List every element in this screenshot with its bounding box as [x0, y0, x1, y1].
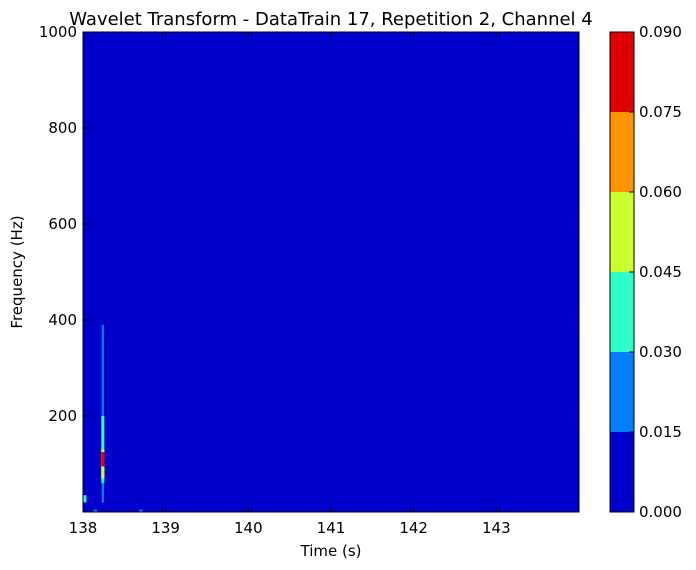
- y-tick-label: 800: [48, 119, 77, 137]
- x-tick-label: 142: [399, 519, 428, 537]
- colorbar: 0.000 0.015 0.030 0.045 0.060 0.075 0.090: [609, 23, 682, 521]
- colorbar-tick-label: 0.000: [639, 503, 682, 521]
- y-tick-label: 600: [48, 215, 77, 233]
- y-axis-label: Frequency (Hz): [8, 215, 26, 328]
- heatmap-features: [82, 324, 143, 512]
- colorbar-band: [610, 32, 634, 112]
- x-axis-ticks: 138 139 140 141 142 143: [69, 32, 511, 537]
- heatmap-feature: [82, 495, 87, 503]
- plot-area: 138 139 140 141 142 143 200 400 600 800 1000: [39, 23, 580, 537]
- colorbar-band: [610, 272, 634, 352]
- colorbar-band: [610, 432, 634, 512]
- colorbar-tick-label: 0.045: [639, 263, 682, 281]
- heatmap-background: [83, 32, 579, 512]
- y-tick-label: 400: [48, 311, 77, 329]
- colorbar-tick-label: 0.075: [639, 103, 682, 121]
- colorbar-tick-label: 0.060: [639, 183, 682, 201]
- heatmap-feature: [139, 509, 143, 512]
- y-axis-ticks: 200 400 600 800 1000: [39, 23, 579, 425]
- x-tick-label: 141: [317, 519, 346, 537]
- x-tick-label: 139: [151, 519, 180, 537]
- heatmap-feature: [101, 452, 105, 467]
- y-tick-label: 200: [48, 407, 77, 425]
- colorbar-ticks: 0.000 0.015 0.030 0.045 0.060 0.075 0.090: [629, 23, 682, 521]
- heatmap-feature: [101, 324, 104, 503]
- colorbar-tick-label: 0.030: [639, 343, 682, 361]
- colorbar-bands: [610, 32, 634, 512]
- colorbar-tick-label: 0.015: [639, 423, 682, 441]
- x-tick-label: 140: [234, 519, 263, 537]
- x-tick-label: 138: [69, 519, 98, 537]
- colorbar-band: [610, 192, 634, 272]
- x-axis-label: Time (s): [300, 542, 362, 560]
- y-tick-label: 1000: [39, 23, 77, 41]
- colorbar-band: [610, 112, 634, 192]
- chart-title: Wavelet Transform - DataTrain 17, Repeti…: [69, 9, 592, 30]
- x-tick-label: 143: [482, 519, 511, 537]
- colorbar-band: [610, 352, 634, 432]
- colorbar-tick-label: 0.090: [639, 23, 682, 41]
- heatmap-feature: [93, 509, 98, 512]
